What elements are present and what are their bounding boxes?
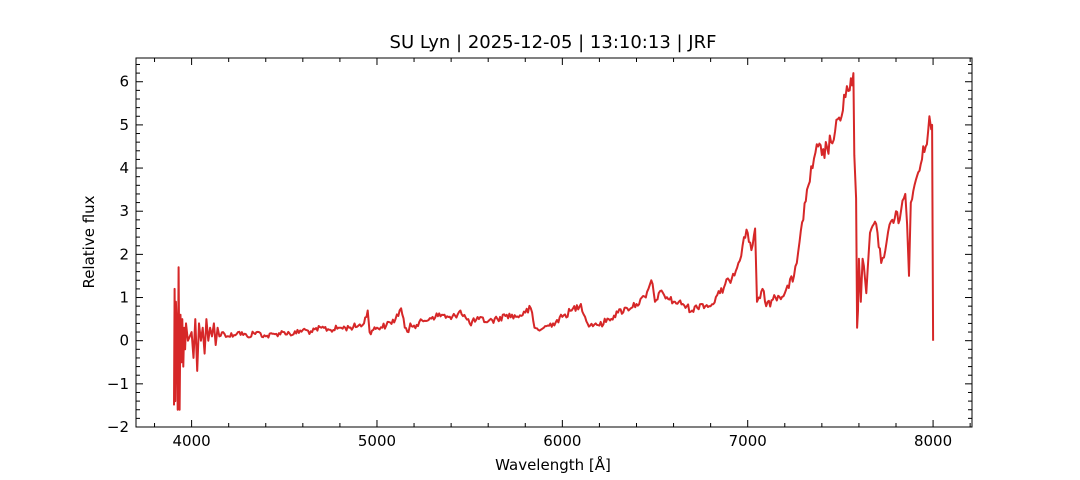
y-tick-label: 0 bbox=[119, 332, 129, 350]
y-tick-label: −1 bbox=[107, 375, 129, 393]
y-tick-label: 2 bbox=[119, 245, 129, 263]
y-tick-label: −2 bbox=[107, 418, 129, 436]
axes: 4000 5000 6000 7000 8000 −2 −1 0 1 2 3 4 5 6 bbox=[107, 57, 973, 450]
x-tick-label: 4000 bbox=[173, 432, 211, 450]
y-tick-label: 5 bbox=[119, 116, 129, 134]
y-tick-label: 6 bbox=[119, 73, 129, 91]
axes-frame bbox=[135, 57, 973, 428]
x-tick-label: 7000 bbox=[729, 432, 767, 450]
chart-title: SU Lyn | 2025-12-05 | 13:10:13 | JRF bbox=[390, 32, 717, 53]
x-tick-label: 5000 bbox=[358, 432, 396, 450]
y-tick-label: 3 bbox=[119, 202, 129, 220]
y-tick-label: 4 bbox=[119, 159, 129, 177]
x-tick-label: 6000 bbox=[543, 432, 581, 450]
y-tick-label: 1 bbox=[119, 289, 129, 307]
x-axis-label: Wavelength [Å] bbox=[495, 455, 611, 474]
x-tick-label: 8000 bbox=[914, 432, 952, 450]
spectrum-line bbox=[173, 72, 935, 411]
plot-area bbox=[173, 72, 935, 411]
y-axis-label: Relative flux bbox=[80, 195, 98, 288]
